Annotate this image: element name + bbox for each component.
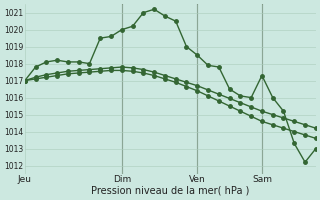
X-axis label: Pression niveau de la mer( hPa ): Pression niveau de la mer( hPa ) [91,186,250,196]
